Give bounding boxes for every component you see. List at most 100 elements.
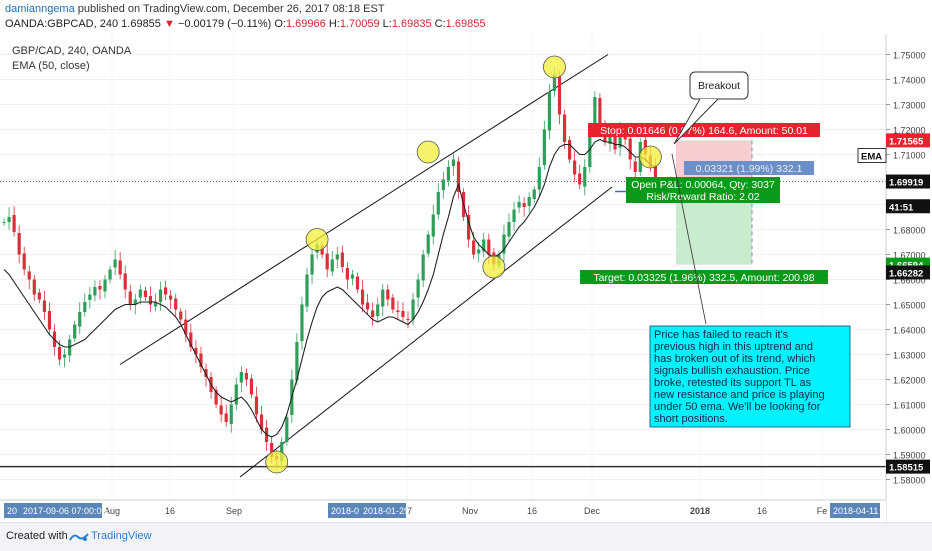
candle-body [653,166,658,180]
candle [143,286,147,301]
change-down-icon: ▼ [163,18,175,30]
candle [7,207,11,230]
candle-body [431,214,435,237]
candle [396,300,400,320]
candle-body [512,209,516,222]
candle-body [330,259,334,272]
price-label-bg [886,199,930,214]
tradingview-link[interactable]: TradingView [91,530,152,542]
candle [63,348,67,368]
candle-body [73,324,77,339]
candle-body [138,289,142,298]
open-label: O: [274,18,286,30]
candle-body [381,289,385,307]
candle [103,274,107,299]
candle-body [633,161,637,172]
candle [118,251,122,280]
price-label-bg [857,148,887,163]
date-tag: 2018-0 [331,506,359,516]
candle-body [421,254,425,281]
candle [249,374,254,399]
author-link[interactable]: damianngema [5,3,75,15]
candle [244,368,248,387]
candle [431,204,435,245]
breakout-callout-pointer [673,98,719,145]
candle [214,386,218,409]
price-tick-label: 1.71000 [893,151,926,161]
created-with-label: Created with [6,530,68,542]
analysis-note-line: signals bullish exhaustion. Price [654,365,810,377]
time-tick-label: 16 [757,506,767,516]
channel-line [119,54,609,365]
price-tick-label: 1.72000 [893,126,926,136]
candle-body [482,239,486,252]
candle-body [335,254,339,260]
candle [98,280,102,300]
time-tick-label: Nov [462,506,479,516]
hidden-label-bg [684,161,814,175]
target-label: Target: 0.03325 (1.96%) 332.5, Amount: 2… [593,272,814,284]
trade-labels: Stop: 0.01646 (0.97%) 164.6, Amount: 50.… [580,123,828,284]
candle [295,333,299,386]
price-tick-label: 1.74000 [893,76,926,86]
candle [578,164,582,190]
candle-body [406,319,410,320]
date-tag: 2018-04-11 [833,506,878,516]
candle [562,109,567,149]
high-label: H: [328,18,340,30]
candle-body [320,245,324,255]
candle [12,206,16,237]
candle [42,290,46,320]
candle [234,377,238,411]
pnl-label: Open P&L: 0.00064, Qty: 3037 [631,179,775,191]
candle-body [280,442,284,462]
price-chart[interactable]: Stop: 0.01646 (0.97%) 164.6, Amount: 50.… [0,34,932,522]
candle [441,171,445,199]
candle-body [527,197,531,206]
candle-body [37,292,41,300]
candle-body [416,279,420,298]
candle-body [628,138,632,160]
candle-body [537,167,541,190]
candle-body [270,443,274,457]
candle [78,302,82,335]
candle-body [7,217,11,222]
candle [310,248,314,285]
candle [532,185,536,203]
candle-body [426,234,430,254]
candle-body [593,97,597,128]
candle-body [98,286,102,290]
circle-marker [265,450,289,474]
breakout-callout [689,71,749,100]
candle [391,293,395,314]
candle-body [158,289,163,302]
circle-marker [543,55,566,79]
candle-body [184,319,188,335]
date-tag-bg [20,503,102,518]
candle-body [355,276,360,290]
candle-body [507,222,511,237]
analysis-note [649,325,851,428]
candle-body [578,173,582,185]
candle [482,232,486,258]
date-tag-bg [830,503,880,518]
candle-body [542,129,546,165]
candle [179,307,183,324]
candle [355,272,360,294]
candle-body [360,289,365,305]
candle-body [300,304,304,341]
stop-label: Stop: 0.01646 (0.97%) 164.6, Amount: 50.… [600,125,808,137]
candle-body [47,311,52,330]
analysis-note-line: short positions. [654,413,728,425]
candle [522,197,526,217]
candle-body [588,129,592,167]
candle [436,183,440,220]
time-axis[interactable]: Aug 16 Sep 17 Nov 16 Dec 2018 16 Fe 20 2017-09-06 0… [4,503,880,518]
candle [426,230,430,258]
candle [350,269,355,286]
candle [300,296,304,350]
close-label: C: [434,18,446,30]
candle-body [376,304,380,316]
price-label: 41:51 [889,202,914,213]
candle-body [305,274,309,307]
